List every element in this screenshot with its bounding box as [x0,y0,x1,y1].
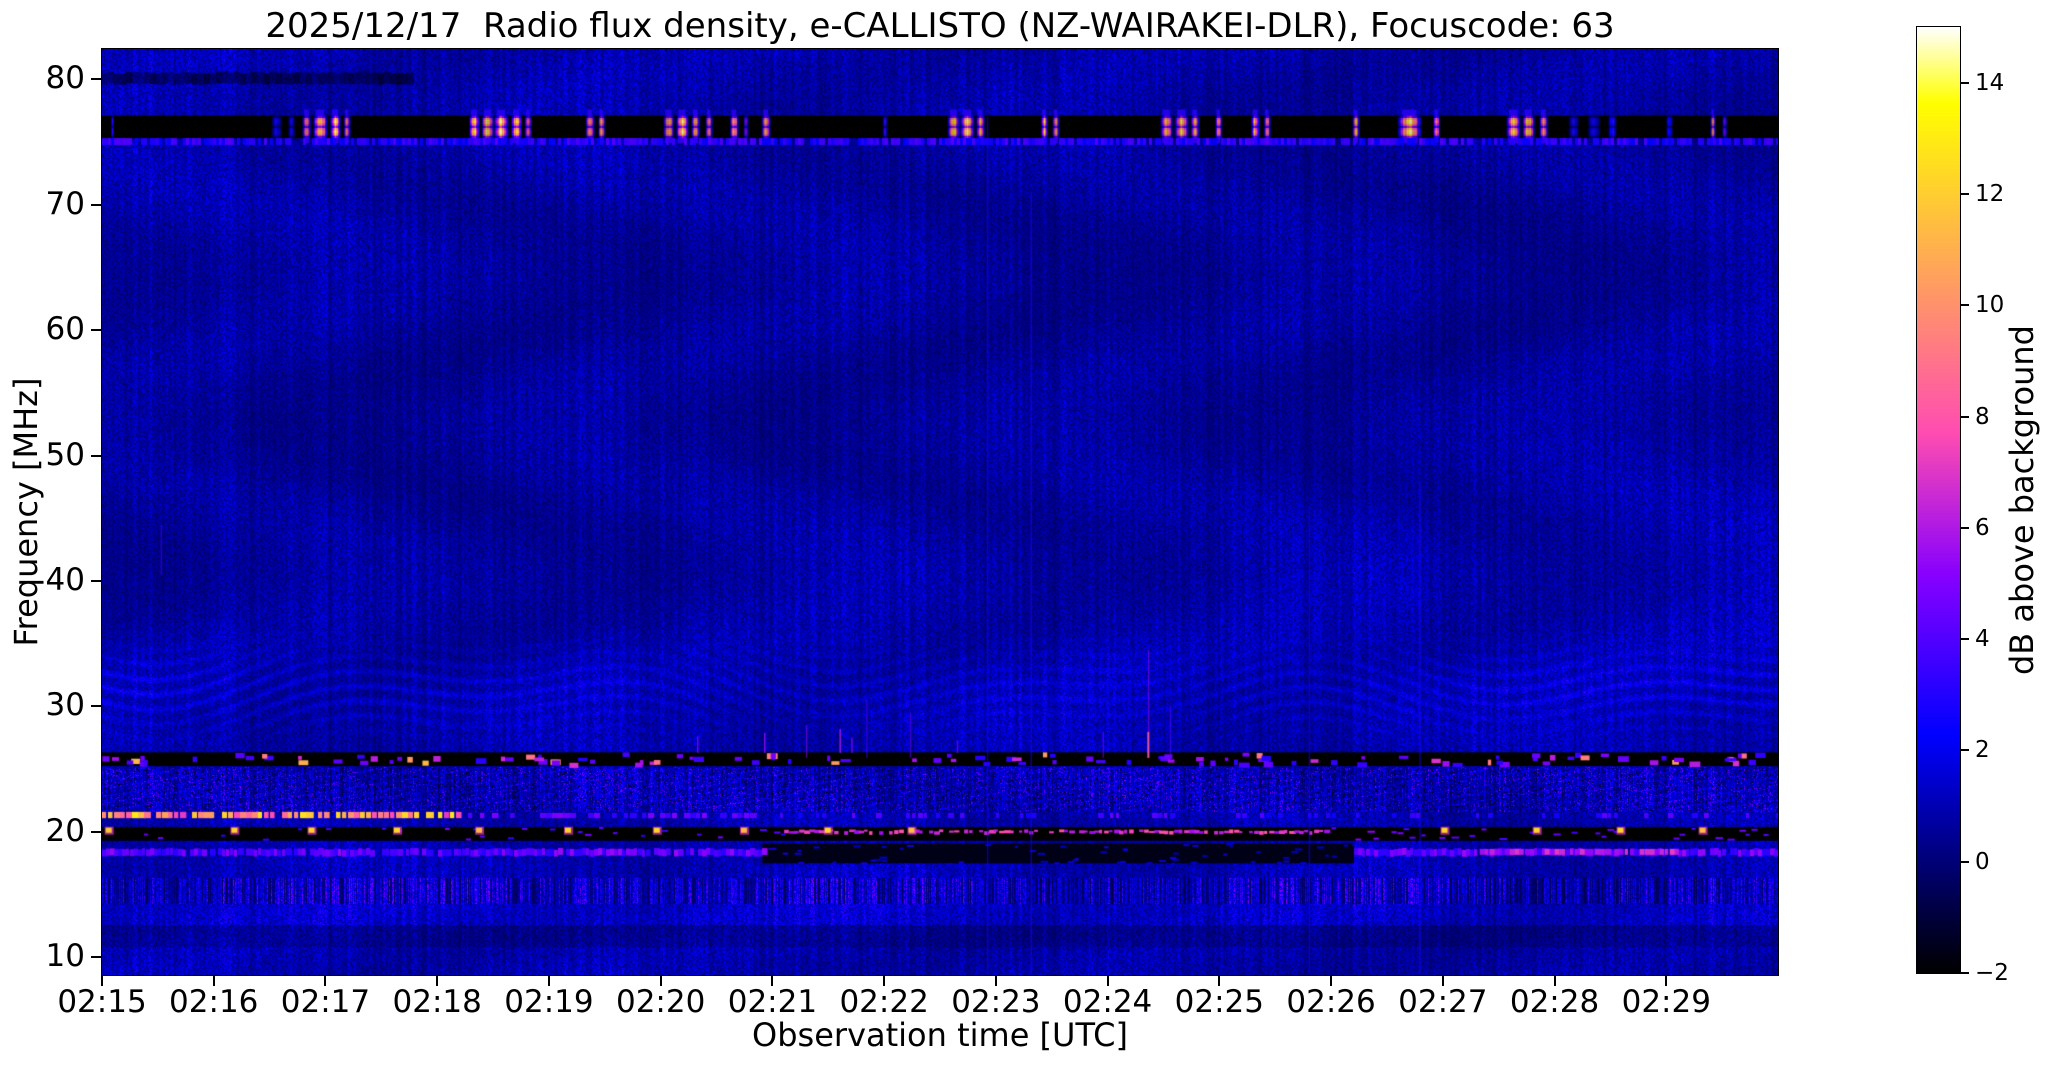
colorbar-tick-label: 4 [1975,626,1990,653]
y-axis-tick-label: 30 [45,687,85,724]
y-axis-tick [91,78,101,81]
x-axis-tick-label: 02:21 [727,984,818,1020]
x-axis-tick-label: 02:17 [280,984,371,1020]
colorbar-tick [1961,192,1969,195]
x-axis-tick-label: 02:23 [951,984,1041,1020]
colorbar-tick-label: −2 [1975,960,2009,986]
colorbar-tick-label: 14 [1975,69,2005,96]
plot-title: 2025/12/17 Radio flux density, e-CALLIST… [265,6,1615,46]
x-axis-tick-label: 02:20 [615,984,706,1020]
x-axis-tick-label: 02:25 [1174,984,1264,1020]
x-axis-tick-label: 02:18 [392,984,482,1020]
colorbar-tick [1961,81,1969,84]
x-axis-tick [1218,976,1221,986]
x-axis-tick [1665,976,1668,986]
colorbar-tick-label: 6 [1975,514,1990,541]
colorbar-tick-label: 10 [1975,292,2005,319]
colorbar-tick-label: 12 [1975,180,2005,207]
x-axis-tick-label: 02:19 [504,984,594,1020]
y-axis-label: Frequency [MHz] [7,377,45,647]
x-axis-tick-label: 02:29 [1621,984,1711,1020]
spectrogram-canvas [102,49,1778,975]
x-axis-tick-label: 02:26 [1286,984,1376,1020]
colorbar-tick [1961,749,1969,752]
x-axis-tick-label: 02:27 [1398,984,1488,1020]
x-axis-tick [436,976,439,986]
y-axis-tick-label: 20 [45,812,85,849]
x-axis-tick [1553,976,1556,986]
colorbar-tick [1961,972,1969,974]
colorbar-label: dB above background [2003,325,2041,675]
x-axis-label: Observation time [UTC] [752,1016,1128,1054]
x-axis-tick [659,976,662,986]
y-axis-tick-label: 60 [45,311,85,348]
y-axis-tick-label: 40 [45,562,85,598]
colorbar [1916,26,1961,974]
x-axis-tick-label: 02:24 [1062,984,1153,1020]
x-axis-tick [547,976,550,986]
x-axis-tick [1330,976,1333,986]
y-axis-tick-label: 70 [45,185,85,222]
colorbar-tick [1961,526,1969,529]
x-axis-tick [1106,976,1109,986]
x-axis-tick [1441,976,1444,986]
plot-area [101,48,1779,976]
y-axis-tick-label: 10 [45,938,85,975]
y-axis-tick [91,454,101,457]
x-axis-tick-label: 02:22 [839,984,929,1020]
x-axis-tick [994,976,997,986]
y-axis-tick [91,705,101,708]
x-axis-tick [324,976,327,986]
x-axis-tick-label: 02:16 [169,984,259,1020]
x-axis-tick [883,976,886,986]
x-axis-tick [212,976,215,986]
y-axis-tick [91,203,101,206]
y-axis-tick [91,580,101,582]
colorbar-tick-label: 0 [1975,848,1990,875]
colorbar-tick [1961,304,1969,307]
x-axis-tick [101,976,103,986]
x-axis-tick [771,976,774,986]
colorbar-canvas [1917,27,1960,973]
colorbar-tick [1961,860,1969,863]
x-axis-tick-label: 02:28 [1509,984,1600,1020]
y-axis-tick-label: 50 [45,436,85,473]
colorbar-tick [1961,638,1969,641]
colorbar-tick-label: 2 [1975,737,1990,764]
y-axis-tick [91,956,101,959]
colorbar-tick [1961,415,1969,418]
y-axis-tick [91,830,101,833]
y-axis-tick [91,329,101,332]
colorbar-tick-label: 8 [1975,403,1990,430]
y-axis-tick-label: 80 [45,60,85,97]
x-axis-tick-label: 02:15 [57,984,147,1020]
